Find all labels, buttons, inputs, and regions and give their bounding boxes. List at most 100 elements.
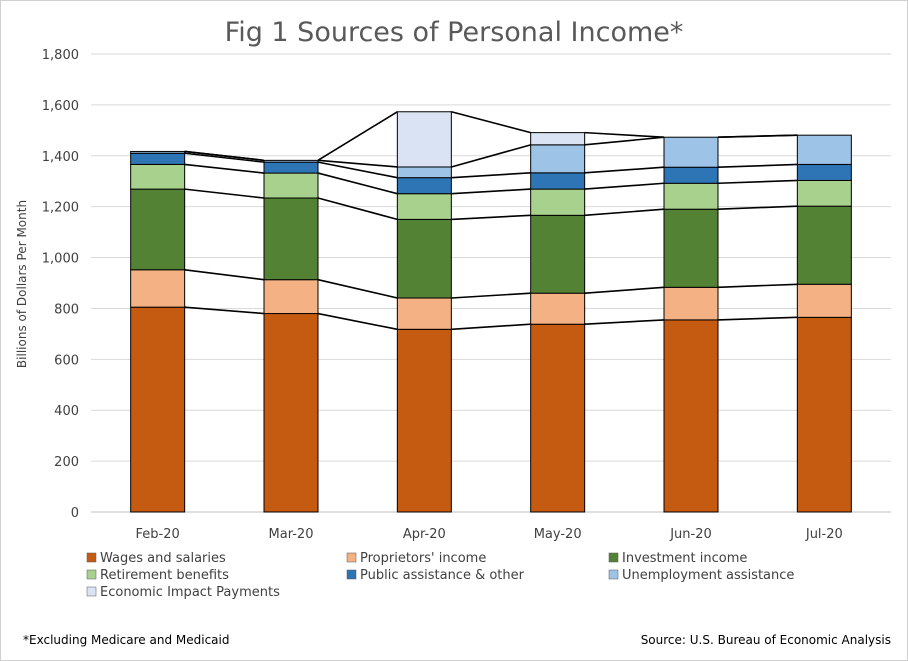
connector-line bbox=[451, 144, 531, 168]
legend-label: Public assistance & other bbox=[360, 568, 525, 583]
legend-swatch bbox=[346, 552, 357, 563]
bar-segment bbox=[796, 283, 852, 318]
bar-segment bbox=[530, 292, 586, 325]
bar-segment bbox=[663, 208, 719, 288]
connector-line bbox=[584, 166, 665, 174]
connector-line bbox=[584, 286, 665, 294]
connector-line bbox=[317, 111, 398, 162]
legend-swatch bbox=[608, 552, 619, 563]
connector-line bbox=[717, 134, 798, 139]
connector-line bbox=[317, 197, 398, 221]
bar-segment bbox=[796, 134, 852, 165]
connector-line bbox=[717, 163, 798, 169]
x-tick-label: May-20 bbox=[534, 527, 582, 542]
x-axis-ticks: Feb-20 Mar-20 Apr-20 May-20 Jun-20 Jul-20 bbox=[136, 527, 843, 542]
bar-segment bbox=[396, 328, 452, 513]
bar-segment bbox=[663, 286, 719, 321]
legend-swatch bbox=[86, 552, 97, 563]
connector-line bbox=[584, 319, 665, 326]
connector-line bbox=[317, 161, 398, 179]
connector-line bbox=[717, 179, 798, 185]
connector-line bbox=[584, 131, 665, 139]
bar-segment bbox=[796, 316, 852, 513]
gridlines bbox=[91, 53, 891, 513]
y-tick-label: 400 bbox=[54, 404, 79, 419]
legend: Wages and salaries Proprietors' income Inv… bbox=[86, 551, 794, 600]
y-tick-label: 800 bbox=[54, 302, 79, 317]
bar-segment bbox=[263, 279, 319, 315]
connector-line bbox=[184, 306, 265, 315]
connector-line bbox=[717, 205, 798, 211]
bar-segment bbox=[796, 163, 852, 181]
connector-line bbox=[451, 214, 531, 221]
x-tick-label: Apr-20 bbox=[403, 527, 446, 542]
y-axis-ticks: 0 200 400 600 800 1,000 1,200 1,400 1,600 1,800 bbox=[42, 48, 79, 521]
bar-segment bbox=[396, 193, 452, 220]
connector-line bbox=[317, 172, 398, 195]
bar-segment bbox=[530, 144, 586, 174]
bar-segment bbox=[130, 188, 186, 271]
bar-segment bbox=[396, 218, 452, 299]
legend-label: Proprietors' income bbox=[360, 551, 486, 566]
bar-segment bbox=[796, 205, 852, 285]
y-axis-title: Billions of Dollars Per Month bbox=[15, 200, 29, 368]
legend-swatch bbox=[346, 569, 357, 580]
connector-line bbox=[317, 159, 398, 168]
bar-segment bbox=[530, 188, 586, 216]
bar-segment bbox=[130, 306, 186, 513]
bars bbox=[130, 111, 852, 513]
x-tick-label: Jun-20 bbox=[669, 527, 712, 542]
legend-label: Economic Impact Payments bbox=[100, 585, 280, 600]
bar-segment bbox=[396, 166, 452, 179]
legend-swatch bbox=[608, 569, 619, 580]
bar-segment bbox=[530, 323, 586, 513]
connector-line bbox=[584, 182, 665, 190]
connector-line bbox=[451, 172, 531, 179]
legend-swatch bbox=[86, 569, 97, 580]
connector-line bbox=[184, 188, 265, 199]
y-tick-label: 1,200 bbox=[42, 201, 79, 216]
bar-segment bbox=[663, 166, 719, 184]
connector-line bbox=[317, 312, 398, 331]
connector-line bbox=[451, 292, 531, 299]
connector-lines bbox=[184, 110, 798, 331]
y-tick-label: 1,000 bbox=[42, 252, 79, 267]
x-tick-label: Jul-20 bbox=[805, 527, 843, 542]
bar-segment bbox=[263, 159, 319, 163]
connector-line bbox=[717, 316, 798, 321]
legend-label: Unemployment assistance bbox=[622, 568, 794, 583]
y-tick-label: 0 bbox=[71, 506, 79, 521]
bar-segment bbox=[263, 172, 319, 199]
connector-line bbox=[184, 152, 265, 163]
y-tick-label: 1,600 bbox=[42, 99, 79, 114]
bar-segment bbox=[663, 136, 719, 168]
bar-segment bbox=[530, 214, 586, 294]
y-tick-label: 600 bbox=[54, 353, 79, 368]
bar-segment bbox=[130, 152, 186, 165]
y-tick-label: 1,800 bbox=[42, 48, 79, 63]
y-tick-label: 1,400 bbox=[42, 150, 79, 165]
bar-segment bbox=[663, 319, 719, 513]
y-tick-label: 200 bbox=[54, 455, 79, 470]
x-tick-label: Feb-20 bbox=[136, 527, 180, 542]
bar-segment bbox=[263, 197, 319, 281]
legend-label: Retirement benefits bbox=[100, 568, 229, 583]
legend-swatch bbox=[86, 586, 97, 597]
bar-segment bbox=[396, 297, 452, 330]
bar-segment bbox=[530, 132, 586, 146]
connector-line bbox=[184, 268, 265, 281]
bar-segment bbox=[396, 111, 452, 168]
connector-line bbox=[717, 283, 798, 289]
bar-segment bbox=[530, 172, 586, 190]
connector-line bbox=[451, 188, 531, 195]
bar-segment bbox=[130, 150, 186, 154]
chart-title: Fig 1 Sources of Personal Income* bbox=[225, 17, 684, 48]
legend-label: Wages and salaries bbox=[100, 551, 226, 566]
footnote: *Excluding Medicare and Medicaid bbox=[23, 633, 229, 647]
bar-segment bbox=[130, 269, 186, 308]
legend-label: Investment income bbox=[622, 551, 747, 566]
bar-segment bbox=[263, 313, 319, 513]
connector-line bbox=[184, 150, 265, 162]
